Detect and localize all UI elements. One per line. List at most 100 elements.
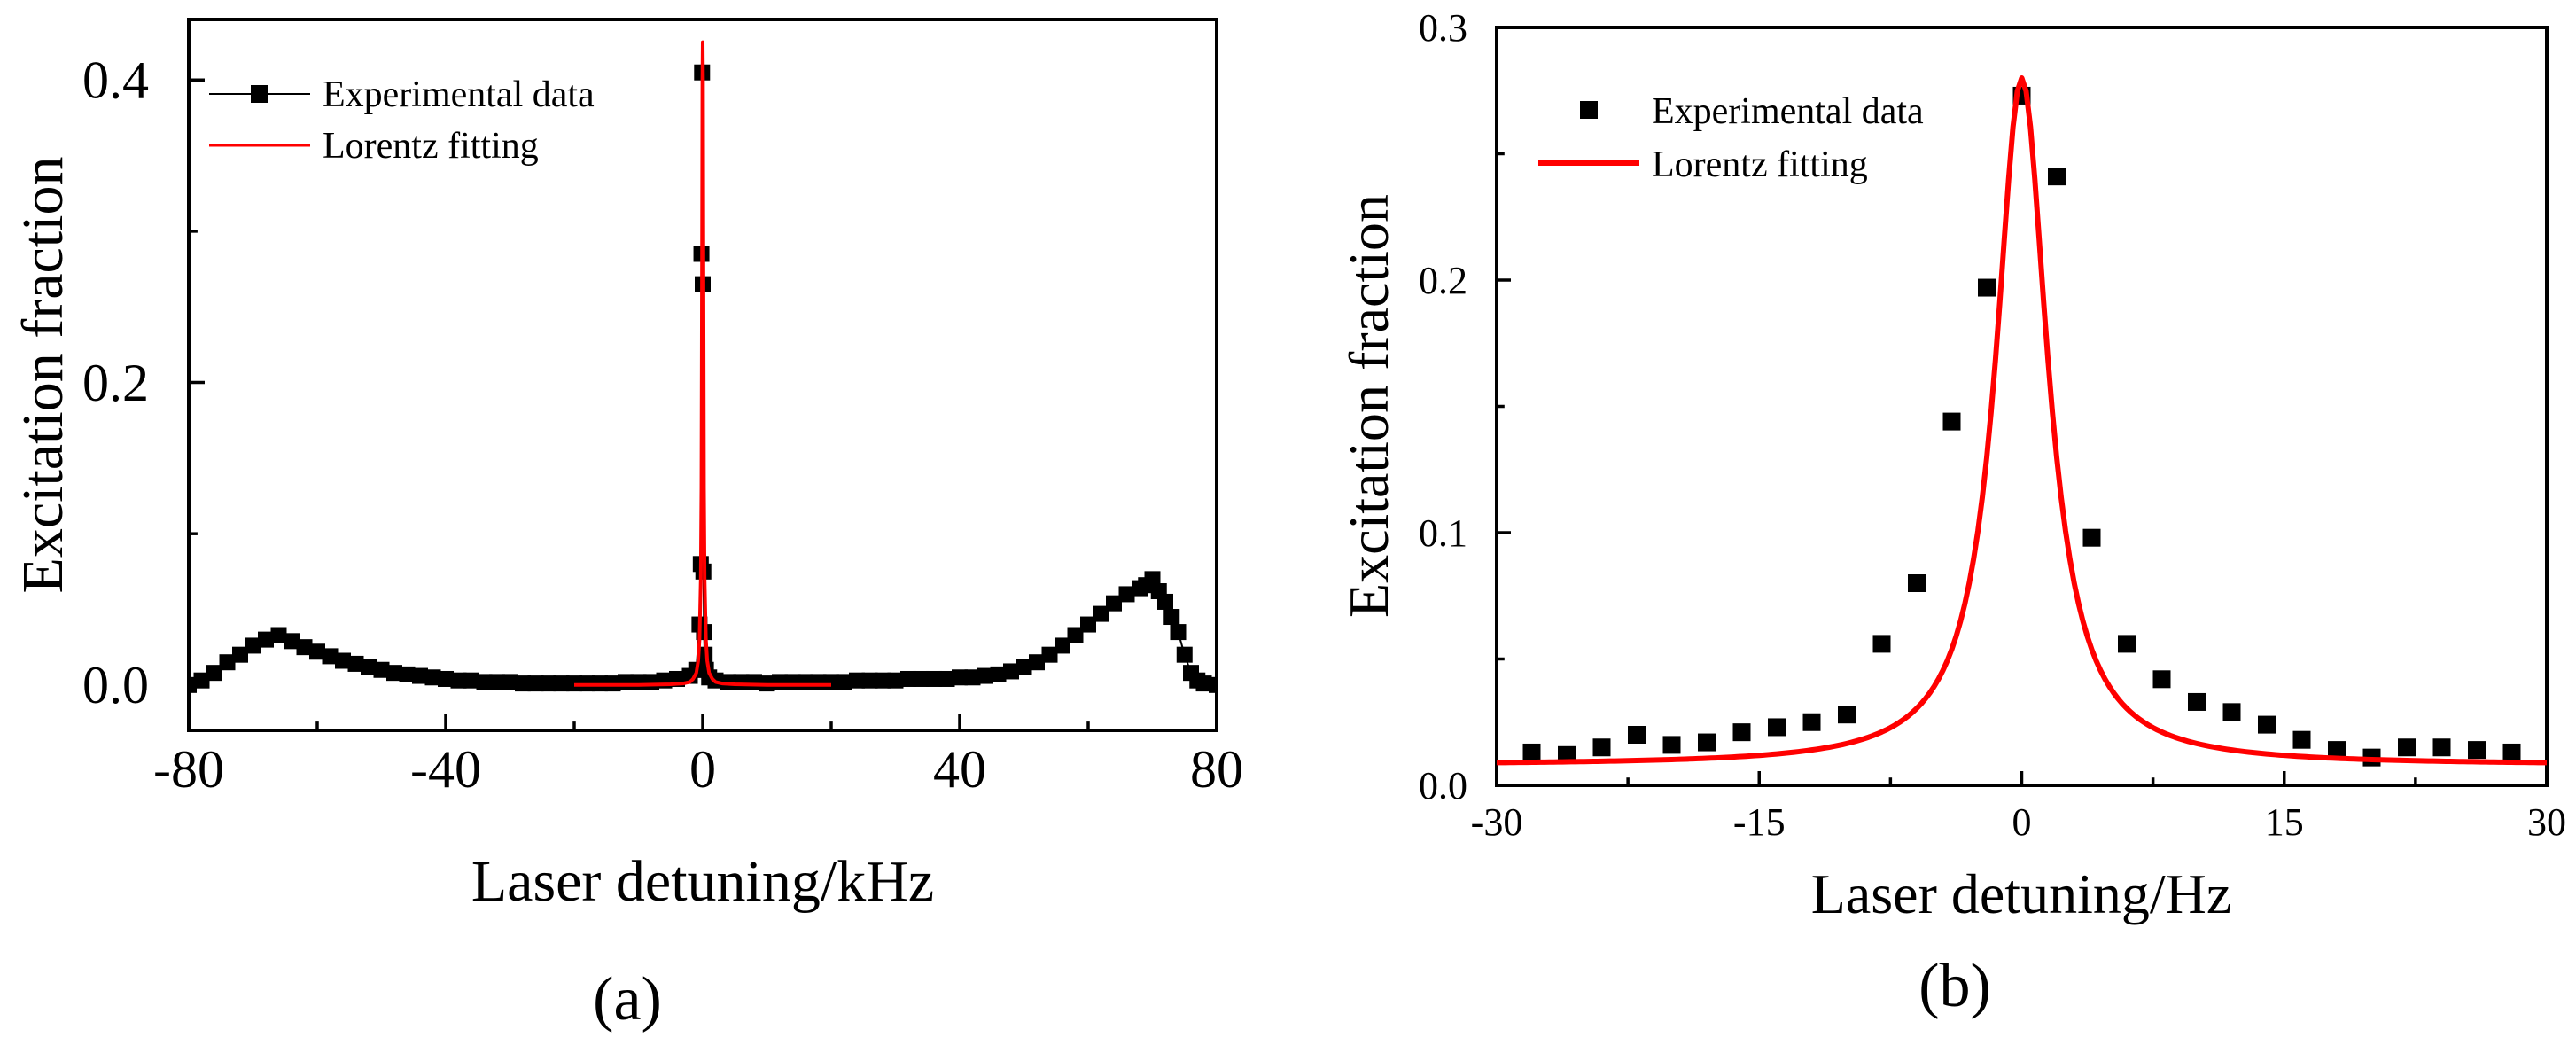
panel-b-data-point (1628, 726, 1646, 744)
panel-b-y-tick-labels: 0.0 0.1 0.2 0.3 (1419, 6, 1467, 807)
panel-a-fit-curve (574, 40, 831, 687)
panel-a-data-point (373, 661, 390, 678)
panel-b-y-axis-title: Excitation fraction (1337, 194, 1400, 618)
panel-b-data-point (1732, 723, 1751, 742)
panel-a-legend-data-label: Experimental data (323, 74, 595, 115)
panel-a-data-point (1106, 595, 1122, 612)
panel-b-y-tick-label: 0.1 (1419, 511, 1467, 555)
panel-b-data-point (1768, 718, 1786, 737)
panel-a-data-point (502, 674, 518, 690)
panel-a-y-tick-label: 0.2 (82, 354, 149, 412)
panel-b-data-point (1592, 738, 1611, 757)
panel-a-data-point (424, 669, 441, 686)
panel-b-data-point (1942, 412, 1961, 431)
panel-b-data-layer (1497, 75, 2547, 767)
panel-a-data-point (258, 631, 274, 648)
panel-a-data-layer (189, 40, 1217, 693)
panel-a-x-tick-label: 40 (933, 740, 986, 799)
panel-b-x-tick-label: 15 (2265, 800, 2304, 844)
panel-b-x-tick-label: 30 (2527, 800, 2566, 844)
panel-b-x-tick-label: -30 (1471, 800, 1523, 844)
panel-b-data-point (2292, 730, 2311, 749)
panel-a-x-tick-label: 0 (689, 740, 716, 799)
panel-a-data-point (527, 675, 544, 692)
panel-a-data-point (964, 669, 981, 686)
panel-b-legend-data-label: Experimental data (1652, 91, 1924, 132)
panel-a-data-point (1209, 676, 1217, 693)
panel-a-data-point (938, 670, 955, 687)
panel-a-data-point (913, 670, 930, 687)
panel-a-x-tick-label: -40 (410, 740, 481, 799)
panel-a-data-point (1144, 571, 1161, 588)
panel-b-plot-frame (1495, 26, 2549, 787)
panel-b-data-point (1698, 733, 1716, 752)
panel-b-data-point (2502, 743, 2521, 761)
panel-a-x-axis-title: Laser detuning/kHz (471, 849, 934, 914)
panel-b-data-point (1522, 743, 1541, 761)
panel-b-data-point (2152, 670, 2171, 689)
panel-b-x-tick-label: -15 (1733, 800, 1786, 844)
panel-b-chart: -30 -15 0 15 30 0.0 0.1 0.2 0.3 Laser detuning/… (1337, 6, 2566, 1020)
panel-b-data-point (2222, 703, 2241, 721)
panel-a-data-point (450, 672, 467, 689)
panel-b-data-point (1838, 706, 1856, 724)
panel-b-fit-curve (1497, 75, 2547, 766)
panel-a-data-point (245, 637, 261, 654)
panel-a-legend: Experimental data Lorentz fitting (209, 74, 595, 167)
panel-b-x-axis-title: Laser detuning/Hz (1811, 862, 2232, 925)
panel-a-data-point (1170, 624, 1187, 641)
panel-a-data-point (296, 639, 313, 656)
panel-a-data-point (1041, 646, 1058, 663)
panel-a-data-point (900, 670, 916, 687)
panel-a-data-point (399, 666, 416, 682)
panel-b-plot-area (1497, 75, 2547, 767)
panel-a-data-point (1080, 616, 1096, 633)
panel-b-data-point (2188, 692, 2206, 711)
panel-b-data-point (2048, 168, 2066, 186)
panel-a-data-point (977, 667, 993, 684)
panel-a-label: (a) (593, 965, 662, 1033)
panel-a-data-point (1029, 654, 1045, 671)
panel-a-data-point (1093, 605, 1109, 622)
panel-a-data-point (1163, 609, 1180, 626)
panel-a-data-point (990, 666, 1007, 682)
panel-b-data-point (1802, 713, 1821, 731)
panel-b-y-tick-label: 0.2 (1419, 259, 1467, 302)
panel-a-data-point (1003, 663, 1019, 680)
panel-b-data-point (2258, 715, 2276, 734)
panel-a-data-point (952, 669, 968, 686)
panel-a-data-point (1016, 659, 1032, 675)
panel-a-data-point (322, 648, 339, 665)
panel-b-label: (b) (1918, 952, 1991, 1020)
panel-a-data-point (232, 646, 248, 663)
panel-a-data-point (553, 675, 570, 692)
panel-a-data-point (861, 672, 878, 689)
panel-a-data-point (836, 674, 852, 690)
panel-a-data-point (1067, 627, 1084, 643)
panel-a-plot-area (189, 40, 1217, 693)
panel-b-y-tick-label: 0.3 (1419, 6, 1467, 50)
panel-a-data-point (219, 654, 236, 671)
panel-a-y-tick-label: 0.0 (82, 656, 149, 714)
panel-a-data-point (284, 633, 300, 650)
panel-b-ticks (1495, 26, 2549, 787)
panel-b-data-point (1872, 635, 1891, 653)
panel-a-data-point (189, 676, 197, 693)
panel-a-chart: -80 -40 0 40 80 0.0 0.2 0.4 Laser detuning/kHz… (11, 18, 1243, 1033)
panel-a-data-point (1176, 646, 1193, 663)
panel-b-legend-data-marker (1580, 101, 1598, 119)
panel-a-data-point (515, 675, 531, 692)
panel-a-data-point (1195, 675, 1212, 692)
panel-a-data-point (361, 659, 377, 675)
panel-b-data-point (1662, 736, 1681, 754)
panel-b-x-tick-labels: -30 -15 0 15 30 (1471, 800, 2566, 844)
panel-a-data-point (887, 672, 904, 689)
panel-a-data-point (1118, 586, 1135, 603)
panel-a-data-point (270, 627, 287, 643)
panel-a-data-point (1157, 593, 1173, 610)
panel-b-x-tick-label: 0 (2012, 800, 2032, 844)
panel-b-legend: Experimental data Lorentz fitting (1538, 91, 1924, 185)
panel-a-data-point (193, 672, 210, 689)
panel-a-data-point (926, 670, 942, 687)
panel-b-data-point (2398, 738, 2416, 757)
